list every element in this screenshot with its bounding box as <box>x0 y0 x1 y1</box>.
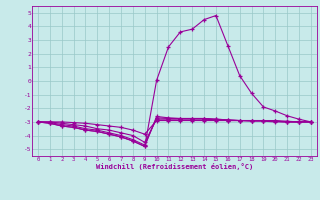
X-axis label: Windchill (Refroidissement éolien,°C): Windchill (Refroidissement éolien,°C) <box>96 163 253 170</box>
